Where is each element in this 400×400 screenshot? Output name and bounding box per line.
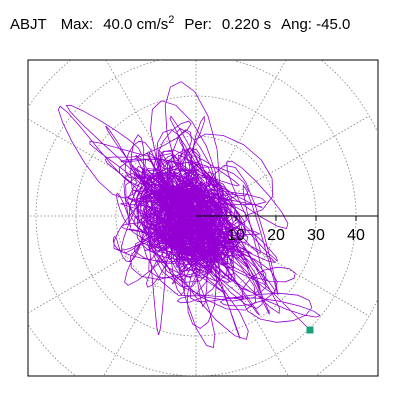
radial-tick-label: 10	[227, 227, 245, 244]
end-marker-square	[306, 326, 314, 334]
ang-label: Ang:	[281, 16, 312, 33]
radial-tick-label: 20	[267, 227, 285, 244]
max-unit-exponent: 2	[168, 14, 175, 26]
ang-value: -45.0	[316, 16, 351, 33]
radial-tick-labels: 10 20 30 40	[227, 227, 365, 244]
per-label: Per:	[184, 16, 212, 33]
end-marker	[306, 326, 314, 334]
max-value: 40.0	[103, 16, 133, 33]
radial-tick-label: 30	[307, 227, 325, 244]
station-code: ABJT	[10, 16, 47, 33]
plot-frame	[27, 59, 379, 377]
motion-trace	[57, 81, 321, 349]
motion-trace-path	[57, 81, 321, 349]
max-label: Max:	[60, 16, 94, 33]
radial-tick-label: 40	[347, 227, 365, 244]
per-value: 0.220 s	[221, 16, 272, 33]
radial-axis	[196, 215, 378, 221]
max-unit: cm/s2	[136, 14, 175, 33]
plot-header: ABJT Max: 40.0 cm/s2 Per: 0.220 s Ang: -45.0	[10, 14, 350, 33]
